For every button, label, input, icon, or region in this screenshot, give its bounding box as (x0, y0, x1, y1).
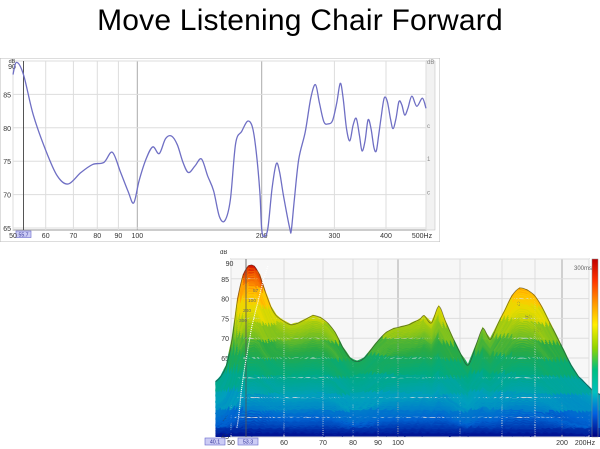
svg-text:400: 400 (380, 233, 392, 240)
svg-text:75: 75 (3, 159, 11, 166)
svg-text:300ms: 300ms (574, 266, 592, 272)
svg-text:100: 100 (392, 440, 404, 447)
svg-text:53.3: 53.3 (243, 440, 253, 446)
svg-text:90: 90 (115, 233, 123, 240)
svg-text:200Hz: 200Hz (575, 440, 596, 447)
svg-text:55.7: 55.7 (18, 232, 28, 238)
svg-text:50: 50 (9, 233, 17, 240)
svg-text:60: 60 (42, 233, 50, 240)
svg-text:70: 70 (319, 440, 327, 447)
svg-text:75: 75 (221, 316, 229, 323)
svg-text:100: 100 (131, 233, 143, 240)
svg-text:c: c (427, 191, 430, 197)
svg-text:85: 85 (221, 277, 229, 284)
svg-text:57: 57 (253, 288, 259, 294)
svg-text:90: 90 (226, 261, 234, 268)
svg-text:200: 200 (556, 440, 568, 447)
svg-text:60: 60 (280, 440, 288, 447)
svg-text:80: 80 (93, 233, 101, 240)
svg-text:80: 80 (349, 440, 357, 447)
svg-text:500Hz: 500Hz (412, 233, 433, 240)
svg-text:c: c (427, 124, 430, 130)
svg-text:70: 70 (70, 233, 78, 240)
svg-text:90: 90 (374, 440, 382, 447)
svg-text:70: 70 (221, 336, 229, 343)
svg-text:300: 300 (329, 233, 341, 240)
svg-text:80: 80 (3, 126, 11, 133)
svg-text:dB: dB (9, 59, 16, 65)
svg-text:65: 65 (3, 226, 11, 233)
svg-text:dB: dB (220, 250, 227, 256)
svg-text:85: 85 (3, 92, 11, 99)
svg-text:240: 240 (243, 308, 251, 314)
svg-text:100: 100 (248, 298, 256, 304)
svg-text:dB: dB (427, 60, 434, 66)
svg-text:300: 300 (239, 318, 247, 324)
svg-text:40.1: 40.1 (210, 440, 220, 446)
svg-text:50: 50 (227, 440, 235, 447)
svg-text:80: 80 (221, 297, 229, 304)
svg-text:70: 70 (3, 193, 11, 200)
